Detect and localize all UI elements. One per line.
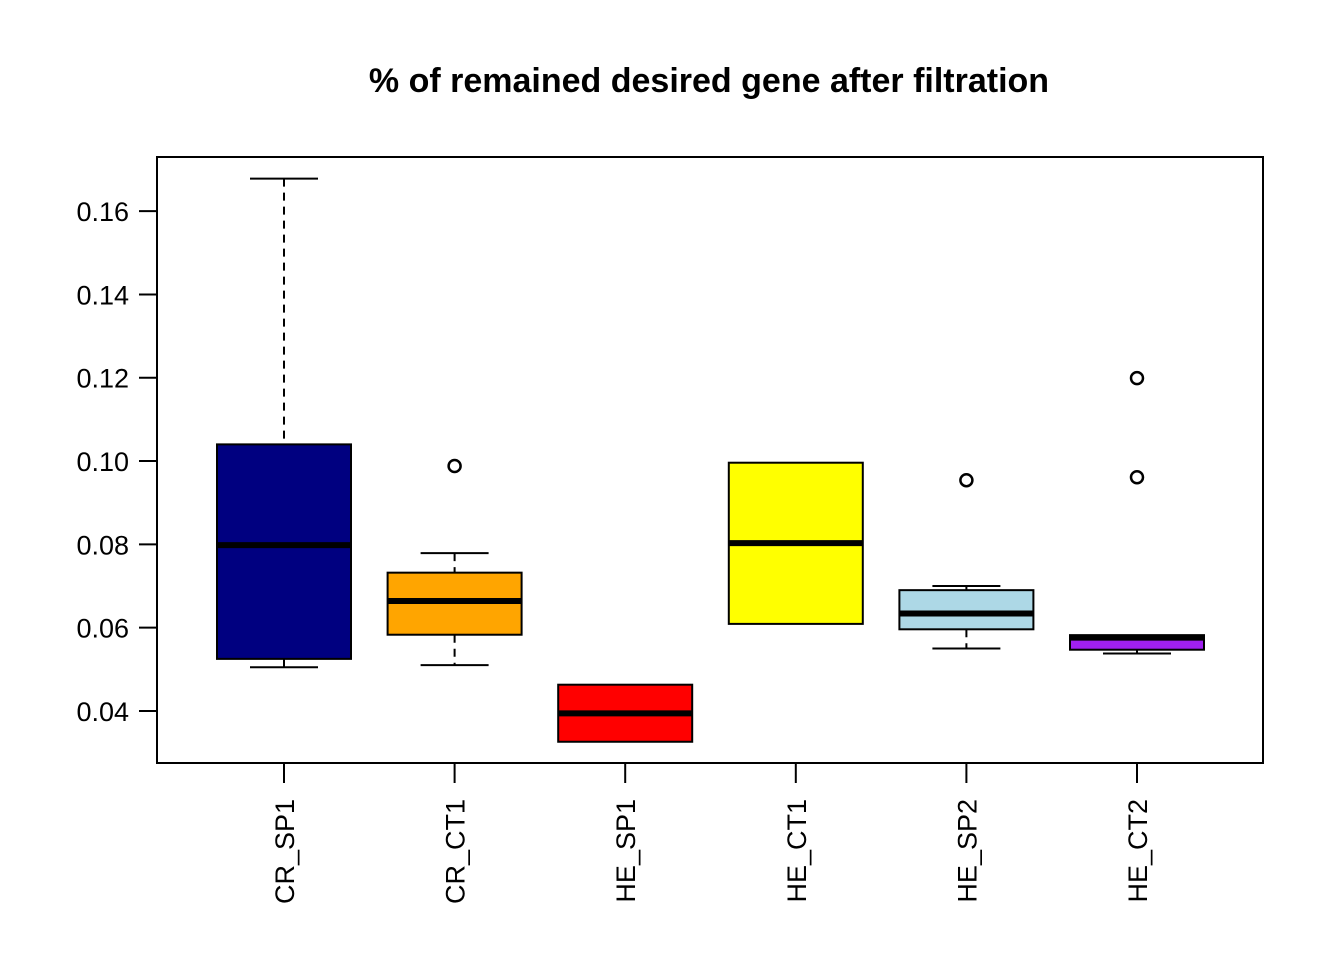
y-tick-label: 0.08 — [76, 530, 129, 560]
y-axis: 0.04 0.06 0.08 0.10 0.12 0.14 0.16 — [76, 197, 157, 727]
box-HE_SP1 — [557, 683, 694, 743]
y-tick-label: 0.04 — [76, 697, 129, 727]
box-HE_CT1 — [727, 461, 864, 625]
x-tick-label: CR_CT1 — [441, 799, 471, 904]
y-tick-label: 0.06 — [76, 614, 129, 644]
plot-frame — [156, 156, 1264, 764]
outlier-point — [1129, 370, 1145, 386]
y-tick-label: 0.10 — [76, 447, 129, 477]
x-tick-label: HE_CT1 — [782, 799, 812, 903]
y-tick-label: 0.16 — [76, 197, 129, 227]
x-tick-label: HE_CT2 — [1123, 799, 1153, 903]
box-HE_SP2 — [898, 472, 1035, 650]
y-tick-label: 0.12 — [76, 364, 129, 394]
box-body — [898, 589, 1035, 631]
y-tick-label: 0.14 — [76, 280, 129, 310]
x-tick-label: CR_SP1 — [270, 799, 300, 904]
box-CR_CT1 — [386, 458, 523, 667]
x-tick-label: HE_SP1 — [611, 799, 641, 903]
box-CR_SP1 — [216, 177, 352, 669]
x-tick-label: HE_SP2 — [952, 799, 982, 903]
outlier-point — [959, 472, 974, 488]
x-axis: CR_SP1 CR_CT1 HE_SP1 HE_CT1 HE_SP2 HE_CT2 — [270, 763, 1153, 904]
boxes — [216, 177, 1205, 743]
box-body — [216, 443, 352, 660]
box-HE_CT2 — [1069, 370, 1205, 655]
outlier-point — [447, 458, 462, 474]
outlier-point — [1129, 470, 1145, 485]
chart-title: % of remained desired gene after filtrat… — [369, 62, 1049, 100]
